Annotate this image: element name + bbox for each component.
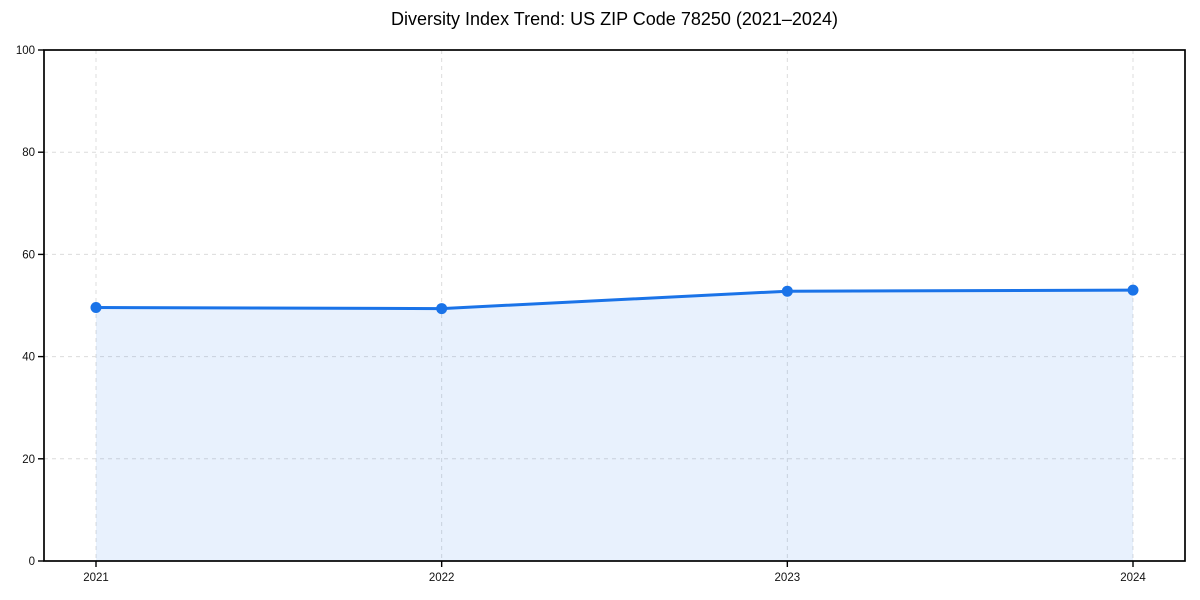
series-line [94,288,1135,311]
x-tick-label-2022: 2022 [429,572,455,584]
data-point-2021 [90,302,102,314]
y-tick-label-20: 20 [22,454,35,466]
data-point-2024 [1127,284,1139,296]
plot-frame [43,49,1186,562]
chart-title: Diversity Index Trend: US ZIP Code 78250… [391,9,838,29]
x-tick-label-2021: 2021 [83,572,109,584]
y-tick-label-60: 60 [22,249,35,261]
y-tick-label-0: 0 [29,556,35,568]
x-tick-label-2024: 2024 [1120,572,1146,584]
series-area-fill [96,290,1133,561]
y-tick-label-40: 40 [22,352,35,364]
y-tick-label-80: 80 [22,147,35,159]
x-tick-label-2023: 2023 [775,572,801,584]
data-point-2022 [436,303,448,315]
y-tick-label-100: 100 [16,45,35,57]
data-point-2023 [781,285,793,297]
